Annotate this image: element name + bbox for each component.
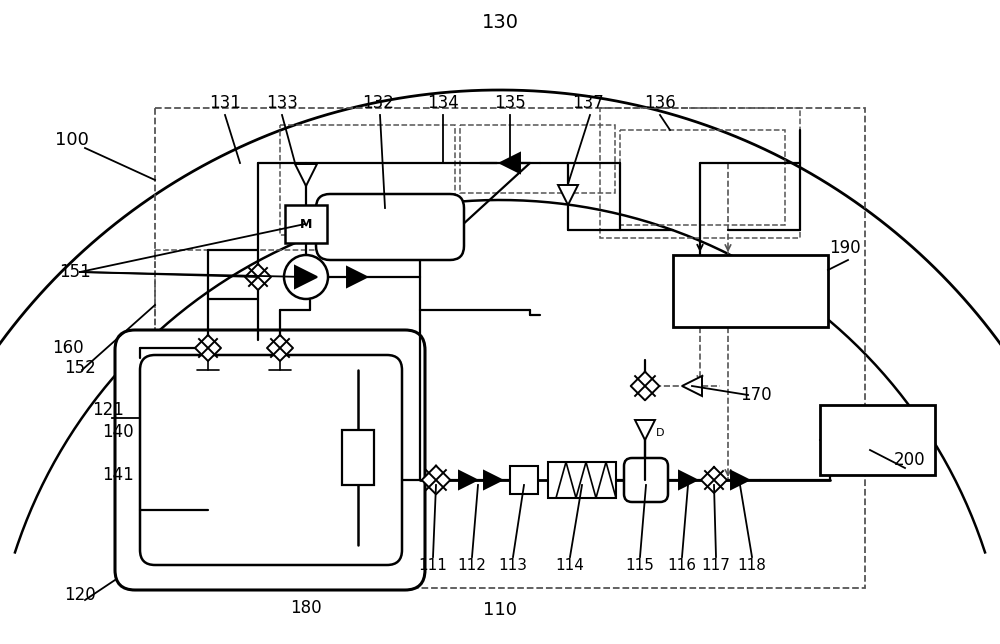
Bar <box>285 205 327 243</box>
FancyBboxPatch shape <box>624 458 668 502</box>
Text: 117: 117 <box>702 558 730 573</box>
Text: 152: 152 <box>64 359 96 377</box>
Circle shape <box>284 255 328 299</box>
Text: 131: 131 <box>209 94 241 112</box>
Text: 121: 121 <box>92 401 124 419</box>
Text: 120: 120 <box>64 586 96 604</box>
Text: 114: 114 <box>556 558 584 573</box>
Bar <box>548 462 616 498</box>
Text: D: D <box>656 428 664 438</box>
Polygon shape <box>347 267 367 287</box>
Text: 111: 111 <box>419 558 447 573</box>
Polygon shape <box>679 471 697 489</box>
Text: 200: 200 <box>894 451 926 469</box>
Text: 130: 130 <box>482 12 518 32</box>
Polygon shape <box>295 164 317 186</box>
Text: 100: 100 <box>55 131 89 149</box>
Text: 110: 110 <box>483 601 517 619</box>
Bar <box>155 250 420 415</box>
Text: 141: 141 <box>102 466 134 484</box>
Text: 190: 190 <box>829 239 861 257</box>
Polygon shape <box>195 335 221 361</box>
Bar <box>620 130 785 225</box>
Bar <box>510 466 538 494</box>
Text: 137: 137 <box>572 94 604 112</box>
Text: 133: 133 <box>266 94 298 112</box>
Bar <box>155 108 865 588</box>
FancyBboxPatch shape <box>140 355 402 565</box>
Text: M: M <box>300 218 312 231</box>
Text: 170: 170 <box>740 386 772 404</box>
Bar <box>460 125 615 193</box>
Bar <box>342 430 374 485</box>
Polygon shape <box>295 266 317 288</box>
FancyBboxPatch shape <box>316 194 464 260</box>
Text: 140: 140 <box>102 423 134 441</box>
Polygon shape <box>682 376 702 396</box>
Bar <box>820 405 935 475</box>
Polygon shape <box>422 466 450 495</box>
Bar <box>600 108 800 238</box>
Bar <box>673 255 828 327</box>
Polygon shape <box>459 471 477 489</box>
Text: 136: 136 <box>644 94 676 112</box>
Text: 112: 112 <box>458 558 486 573</box>
Text: 116: 116 <box>668 558 696 573</box>
Polygon shape <box>631 372 659 401</box>
Bar <box>280 125 455 235</box>
Text: 132: 132 <box>362 94 394 112</box>
Polygon shape <box>500 153 520 173</box>
Text: 151: 151 <box>59 263 91 281</box>
Text: 113: 113 <box>498 558 528 573</box>
Polygon shape <box>484 471 502 489</box>
Polygon shape <box>558 185 578 205</box>
Text: 134: 134 <box>427 94 459 112</box>
Text: 118: 118 <box>738 558 766 573</box>
Polygon shape <box>267 335 293 361</box>
Text: 115: 115 <box>626 558 654 573</box>
Text: 180: 180 <box>290 599 322 617</box>
Polygon shape <box>701 467 727 493</box>
Polygon shape <box>635 420 655 440</box>
Text: 160: 160 <box>52 339 84 357</box>
Polygon shape <box>731 471 749 489</box>
FancyBboxPatch shape <box>115 330 425 590</box>
Polygon shape <box>245 264 271 290</box>
Text: 135: 135 <box>494 94 526 112</box>
